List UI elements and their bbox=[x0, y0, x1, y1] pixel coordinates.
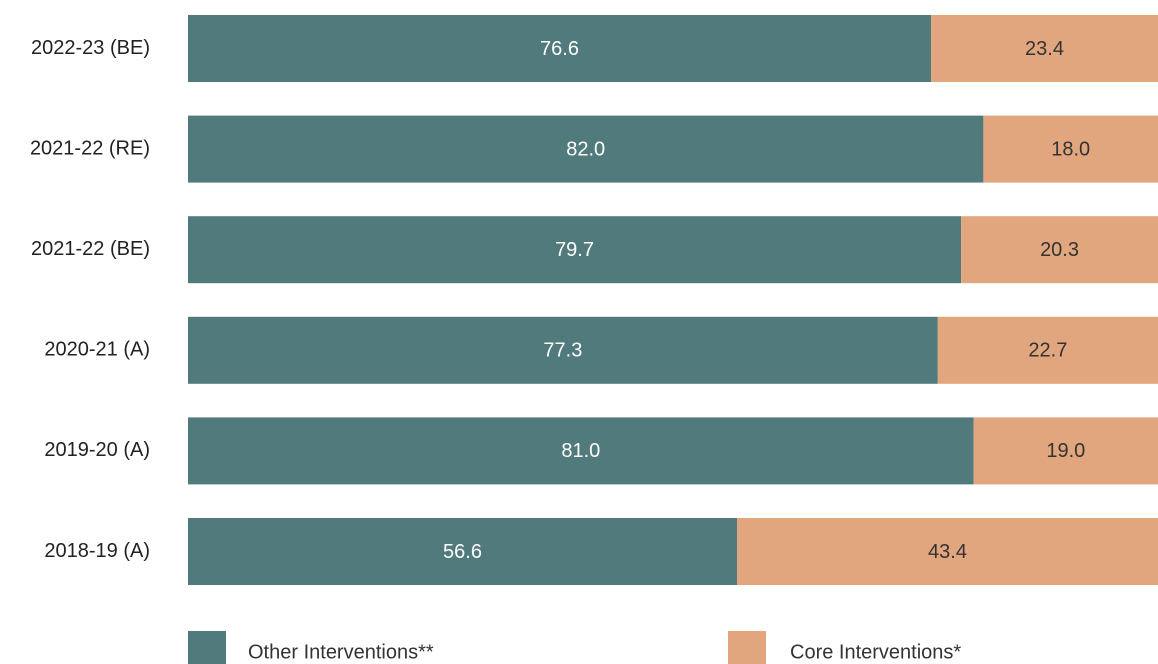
data-label: 23.4 bbox=[1025, 38, 1064, 60]
legend-label: Core Interventions* bbox=[790, 641, 961, 663]
bar-segment-core bbox=[983, 115, 1158, 183]
bar-segment-other bbox=[188, 417, 974, 485]
legend-label: Other Interventions** bbox=[248, 641, 434, 663]
data-label: 19.0 bbox=[1046, 440, 1085, 462]
category-label: 2022-23 (BE) bbox=[31, 37, 150, 59]
category-label: 2020-21 (A) bbox=[44, 339, 150, 361]
data-label: 18.0 bbox=[1051, 138, 1090, 160]
legend-swatch bbox=[188, 631, 226, 664]
bar-segment-other bbox=[188, 316, 938, 384]
bar-segment-other bbox=[188, 115, 984, 183]
bar-segment-core bbox=[961, 216, 1158, 284]
legend: Other Interventions** Core Interventions* bbox=[188, 631, 961, 664]
bar-segment-core bbox=[737, 518, 1158, 585]
category-label: 2018-19 (A) bbox=[44, 540, 150, 562]
data-label: 22.7 bbox=[1028, 340, 1067, 362]
category-label: 2021-22 (BE) bbox=[31, 238, 150, 260]
data-label: 20.3 bbox=[1040, 239, 1079, 261]
bar-segment-core bbox=[937, 316, 1158, 384]
data-label: 43.4 bbox=[928, 541, 967, 563]
data-label: 76.6 bbox=[540, 38, 579, 60]
bar-segment-other bbox=[188, 518, 738, 585]
bars-group: 2022-23 (BE) 76.6 23.4 2021-22 (RE) 82.0 18.0… bbox=[30, 15, 1158, 585]
category-label: 2021-22 (RE) bbox=[30, 137, 150, 159]
bar-segment-core bbox=[973, 417, 1158, 485]
data-label: 82.0 bbox=[566, 138, 605, 160]
bar-segment-core bbox=[931, 15, 1158, 82]
data-label: 56.6 bbox=[443, 541, 482, 563]
data-label: 81.0 bbox=[561, 440, 600, 462]
data-label: 77.3 bbox=[543, 340, 582, 362]
category-label: 2019-20 (A) bbox=[44, 439, 150, 461]
data-label: 79.7 bbox=[555, 239, 594, 261]
bar-segment-other bbox=[188, 216, 962, 284]
bar-segment-other bbox=[188, 15, 932, 82]
legend-swatch bbox=[728, 631, 766, 664]
